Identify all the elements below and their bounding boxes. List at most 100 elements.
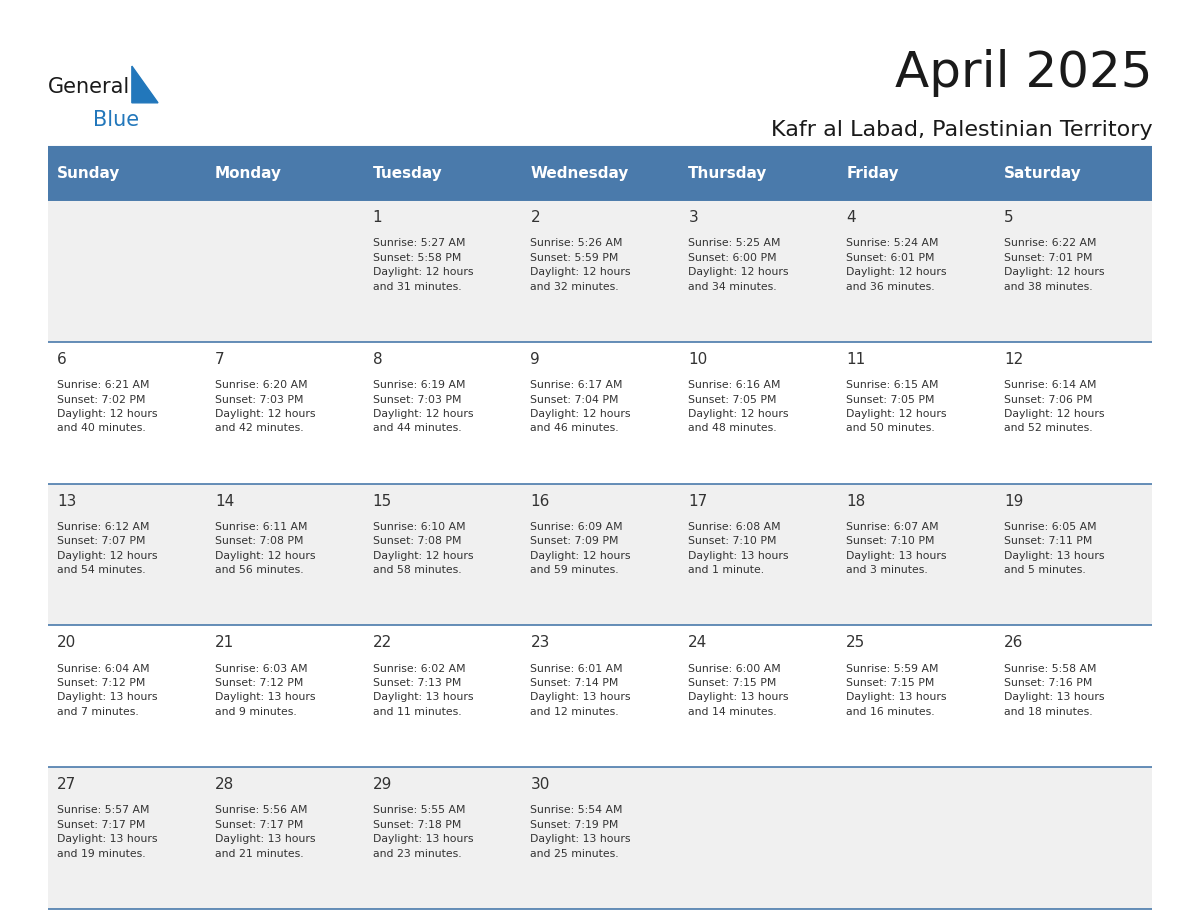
- Text: Sunrise: 5:25 AM
Sunset: 6:00 PM
Daylight: 12 hours
and 34 minutes.: Sunrise: 5:25 AM Sunset: 6:00 PM Dayligh…: [688, 239, 789, 292]
- Text: Sunrise: 6:17 AM
Sunset: 7:04 PM
Daylight: 12 hours
and 46 minutes.: Sunrise: 6:17 AM Sunset: 7:04 PM Dayligh…: [531, 380, 631, 433]
- Text: Sunrise: 5:56 AM
Sunset: 7:17 PM
Daylight: 13 hours
and 21 minutes.: Sunrise: 5:56 AM Sunset: 7:17 PM Dayligh…: [215, 805, 315, 858]
- Text: Kafr al Labad, Palestinian Territory: Kafr al Labad, Palestinian Territory: [771, 120, 1152, 140]
- FancyBboxPatch shape: [994, 625, 1152, 767]
- Text: Sunrise: 6:11 AM
Sunset: 7:08 PM
Daylight: 12 hours
and 56 minutes.: Sunrise: 6:11 AM Sunset: 7:08 PM Dayligh…: [215, 521, 315, 575]
- Text: Sunrise: 5:26 AM
Sunset: 5:59 PM
Daylight: 12 hours
and 32 minutes.: Sunrise: 5:26 AM Sunset: 5:59 PM Dayligh…: [531, 239, 631, 292]
- FancyBboxPatch shape: [836, 625, 994, 767]
- FancyBboxPatch shape: [364, 484, 522, 625]
- Text: 24: 24: [688, 635, 708, 650]
- FancyBboxPatch shape: [522, 767, 678, 909]
- Text: 27: 27: [57, 777, 76, 792]
- Text: 13: 13: [57, 494, 76, 509]
- Text: April 2025: April 2025: [895, 50, 1152, 97]
- FancyBboxPatch shape: [678, 200, 836, 341]
- FancyBboxPatch shape: [678, 341, 836, 484]
- FancyBboxPatch shape: [48, 147, 206, 200]
- Text: 23: 23: [531, 635, 550, 650]
- Text: Wednesday: Wednesday: [531, 166, 628, 181]
- FancyBboxPatch shape: [48, 484, 206, 625]
- Text: 29: 29: [373, 777, 392, 792]
- FancyBboxPatch shape: [836, 147, 994, 200]
- Text: 16: 16: [531, 494, 550, 509]
- Text: Tuesday: Tuesday: [373, 166, 442, 181]
- Text: 10: 10: [688, 352, 708, 367]
- Text: Thursday: Thursday: [688, 166, 767, 181]
- Text: Sunrise: 5:58 AM
Sunset: 7:16 PM
Daylight: 13 hours
and 18 minutes.: Sunrise: 5:58 AM Sunset: 7:16 PM Dayligh…: [1004, 664, 1105, 717]
- FancyBboxPatch shape: [836, 200, 994, 341]
- Text: Sunrise: 6:15 AM
Sunset: 7:05 PM
Daylight: 12 hours
and 50 minutes.: Sunrise: 6:15 AM Sunset: 7:05 PM Dayligh…: [846, 380, 947, 433]
- FancyBboxPatch shape: [206, 341, 364, 484]
- FancyBboxPatch shape: [364, 341, 522, 484]
- Text: Sunrise: 6:08 AM
Sunset: 7:10 PM
Daylight: 13 hours
and 1 minute.: Sunrise: 6:08 AM Sunset: 7:10 PM Dayligh…: [688, 521, 789, 575]
- Text: 20: 20: [57, 635, 76, 650]
- FancyBboxPatch shape: [994, 484, 1152, 625]
- Text: 5: 5: [1004, 210, 1013, 225]
- FancyBboxPatch shape: [836, 484, 994, 625]
- Text: Sunrise: 6:20 AM
Sunset: 7:03 PM
Daylight: 12 hours
and 42 minutes.: Sunrise: 6:20 AM Sunset: 7:03 PM Dayligh…: [215, 380, 315, 433]
- FancyBboxPatch shape: [206, 147, 364, 200]
- FancyBboxPatch shape: [522, 200, 678, 341]
- FancyBboxPatch shape: [994, 767, 1152, 909]
- FancyBboxPatch shape: [522, 484, 678, 625]
- Text: Sunrise: 5:54 AM
Sunset: 7:19 PM
Daylight: 13 hours
and 25 minutes.: Sunrise: 5:54 AM Sunset: 7:19 PM Dayligh…: [531, 805, 631, 858]
- FancyBboxPatch shape: [48, 767, 206, 909]
- Text: Friday: Friday: [846, 166, 899, 181]
- Text: 8: 8: [373, 352, 383, 367]
- Text: 14: 14: [215, 494, 234, 509]
- FancyBboxPatch shape: [994, 200, 1152, 341]
- FancyBboxPatch shape: [678, 625, 836, 767]
- Text: Sunday: Sunday: [57, 166, 120, 181]
- Text: Sunrise: 6:10 AM
Sunset: 7:08 PM
Daylight: 12 hours
and 58 minutes.: Sunrise: 6:10 AM Sunset: 7:08 PM Dayligh…: [373, 521, 473, 575]
- Text: 3: 3: [688, 210, 699, 225]
- Text: Sunrise: 6:07 AM
Sunset: 7:10 PM
Daylight: 13 hours
and 3 minutes.: Sunrise: 6:07 AM Sunset: 7:10 PM Dayligh…: [846, 521, 947, 575]
- FancyBboxPatch shape: [678, 767, 836, 909]
- FancyBboxPatch shape: [994, 341, 1152, 484]
- FancyBboxPatch shape: [364, 625, 522, 767]
- Text: Sunrise: 5:57 AM
Sunset: 7:17 PM
Daylight: 13 hours
and 19 minutes.: Sunrise: 5:57 AM Sunset: 7:17 PM Dayligh…: [57, 805, 158, 858]
- Text: Sunrise: 5:27 AM
Sunset: 5:58 PM
Daylight: 12 hours
and 31 minutes.: Sunrise: 5:27 AM Sunset: 5:58 PM Dayligh…: [373, 239, 473, 292]
- Text: 21: 21: [215, 635, 234, 650]
- Text: Monday: Monday: [215, 166, 282, 181]
- Text: 30: 30: [531, 777, 550, 792]
- Text: 18: 18: [846, 494, 865, 509]
- Text: Sunrise: 6:16 AM
Sunset: 7:05 PM
Daylight: 12 hours
and 48 minutes.: Sunrise: 6:16 AM Sunset: 7:05 PM Dayligh…: [688, 380, 789, 433]
- Text: 11: 11: [846, 352, 865, 367]
- FancyBboxPatch shape: [836, 341, 994, 484]
- FancyBboxPatch shape: [48, 200, 206, 341]
- Text: 4: 4: [846, 210, 855, 225]
- Text: 2: 2: [531, 210, 541, 225]
- Text: Sunrise: 6:02 AM
Sunset: 7:13 PM
Daylight: 13 hours
and 11 minutes.: Sunrise: 6:02 AM Sunset: 7:13 PM Dayligh…: [373, 664, 473, 717]
- Text: Sunrise: 6:03 AM
Sunset: 7:12 PM
Daylight: 13 hours
and 9 minutes.: Sunrise: 6:03 AM Sunset: 7:12 PM Dayligh…: [215, 664, 315, 717]
- FancyBboxPatch shape: [678, 484, 836, 625]
- Text: Sunrise: 6:05 AM
Sunset: 7:11 PM
Daylight: 13 hours
and 5 minutes.: Sunrise: 6:05 AM Sunset: 7:11 PM Dayligh…: [1004, 521, 1105, 575]
- Text: 7: 7: [215, 352, 225, 367]
- Text: Sunrise: 6:01 AM
Sunset: 7:14 PM
Daylight: 13 hours
and 12 minutes.: Sunrise: 6:01 AM Sunset: 7:14 PM Dayligh…: [531, 664, 631, 717]
- FancyBboxPatch shape: [522, 625, 678, 767]
- Text: Sunrise: 5:55 AM
Sunset: 7:18 PM
Daylight: 13 hours
and 23 minutes.: Sunrise: 5:55 AM Sunset: 7:18 PM Dayligh…: [373, 805, 473, 858]
- Text: 12: 12: [1004, 352, 1023, 367]
- FancyBboxPatch shape: [522, 341, 678, 484]
- Text: Sunrise: 6:12 AM
Sunset: 7:07 PM
Daylight: 12 hours
and 54 minutes.: Sunrise: 6:12 AM Sunset: 7:07 PM Dayligh…: [57, 521, 158, 575]
- Text: Sunrise: 6:04 AM
Sunset: 7:12 PM
Daylight: 13 hours
and 7 minutes.: Sunrise: 6:04 AM Sunset: 7:12 PM Dayligh…: [57, 664, 158, 717]
- Text: Sunrise: 6:19 AM
Sunset: 7:03 PM
Daylight: 12 hours
and 44 minutes.: Sunrise: 6:19 AM Sunset: 7:03 PM Dayligh…: [373, 380, 473, 433]
- Text: 25: 25: [846, 635, 865, 650]
- FancyBboxPatch shape: [364, 200, 522, 341]
- Text: 19: 19: [1004, 494, 1023, 509]
- Text: 9: 9: [531, 352, 541, 367]
- Text: Sunrise: 5:24 AM
Sunset: 6:01 PM
Daylight: 12 hours
and 36 minutes.: Sunrise: 5:24 AM Sunset: 6:01 PM Dayligh…: [846, 239, 947, 292]
- Text: 6: 6: [57, 352, 67, 367]
- FancyBboxPatch shape: [48, 625, 206, 767]
- FancyBboxPatch shape: [206, 200, 364, 341]
- Text: Sunrise: 6:09 AM
Sunset: 7:09 PM
Daylight: 12 hours
and 59 minutes.: Sunrise: 6:09 AM Sunset: 7:09 PM Dayligh…: [531, 521, 631, 575]
- Text: 26: 26: [1004, 635, 1023, 650]
- Text: Sunrise: 6:22 AM
Sunset: 7:01 PM
Daylight: 12 hours
and 38 minutes.: Sunrise: 6:22 AM Sunset: 7:01 PM Dayligh…: [1004, 239, 1105, 292]
- Text: 22: 22: [373, 635, 392, 650]
- FancyBboxPatch shape: [836, 767, 994, 909]
- Text: 15: 15: [373, 494, 392, 509]
- Text: Sunrise: 6:21 AM
Sunset: 7:02 PM
Daylight: 12 hours
and 40 minutes.: Sunrise: 6:21 AM Sunset: 7:02 PM Dayligh…: [57, 380, 158, 433]
- Text: Sunrise: 5:59 AM
Sunset: 7:15 PM
Daylight: 13 hours
and 16 minutes.: Sunrise: 5:59 AM Sunset: 7:15 PM Dayligh…: [846, 664, 947, 717]
- Text: 28: 28: [215, 777, 234, 792]
- Text: 17: 17: [688, 494, 708, 509]
- Text: Saturday: Saturday: [1004, 166, 1082, 181]
- Polygon shape: [132, 66, 158, 103]
